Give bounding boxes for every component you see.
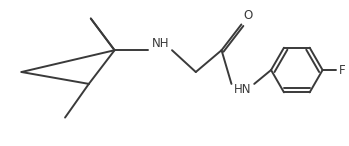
Text: O: O <box>243 9 253 22</box>
Text: HN: HN <box>234 83 252 96</box>
Text: F: F <box>339 64 345 77</box>
Text: NH: NH <box>151 37 169 50</box>
